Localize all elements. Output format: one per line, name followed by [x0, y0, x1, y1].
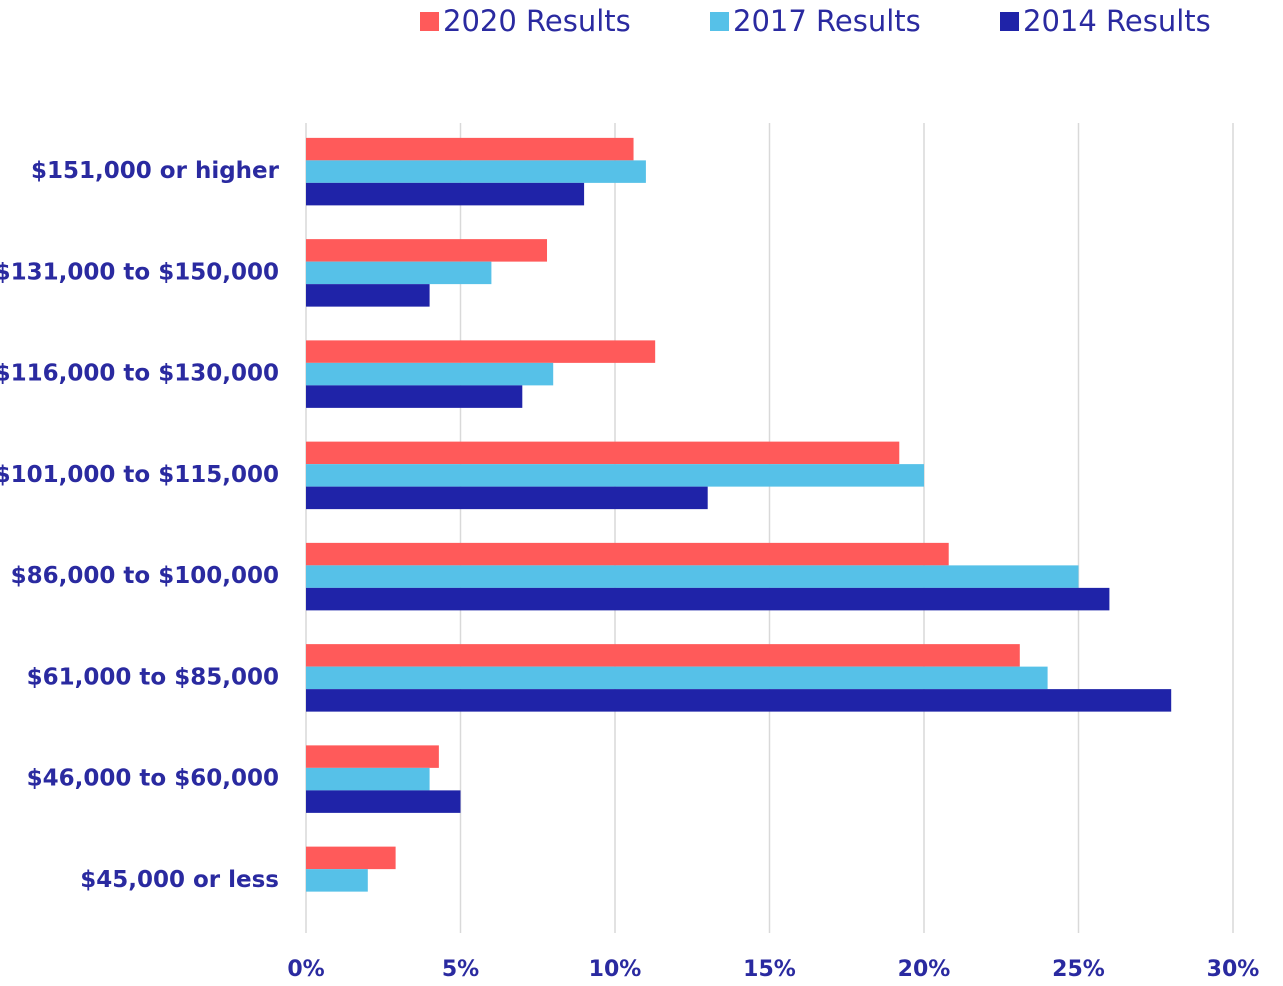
- bar: [306, 284, 430, 307]
- bar: [306, 137, 634, 161]
- legend-label: 2014 Results: [1023, 4, 1211, 38]
- y-tick-label: $46,000 to $60,000: [27, 766, 279, 792]
- legend-swatch: [1000, 12, 1019, 31]
- x-tick-label: 5%: [442, 957, 479, 982]
- y-tick-label: $45,000 or less: [80, 867, 279, 893]
- bar: [306, 182, 585, 206]
- bar: [306, 689, 1172, 712]
- x-tick-label: 15%: [743, 957, 796, 982]
- y-tick-label: $61,000 to $85,000: [27, 664, 279, 690]
- legend-label: 2020 Results: [443, 4, 631, 38]
- bar: [306, 486, 708, 510]
- x-tick-label: 30%: [1207, 957, 1260, 982]
- bar: [306, 385, 523, 408]
- legend-swatch: [420, 12, 439, 31]
- bar: [306, 239, 548, 262]
- x-tick-label: 20%: [898, 957, 951, 982]
- y-tick-label: $86,000 to $100,000: [11, 563, 279, 589]
- bar: [306, 340, 656, 363]
- x-tick-label: 25%: [1052, 957, 1105, 982]
- x-tick-label: 10%: [589, 957, 642, 982]
- y-tick-label: $131,000 to $150,000: [0, 259, 279, 285]
- bar: [306, 565, 1079, 588]
- bar: [306, 261, 492, 285]
- legend-label: 2017 Results: [733, 4, 921, 38]
- bar: [306, 644, 1020, 667]
- bar: [306, 869, 368, 892]
- y-tick-label: $116,000 to $130,000: [0, 361, 279, 387]
- bar: [306, 362, 554, 386]
- bar: [306, 441, 900, 465]
- bar: [306, 666, 1048, 690]
- legend-swatch: [710, 12, 729, 31]
- bar: [306, 767, 430, 791]
- y-tick-label: $101,000 to $115,000: [0, 462, 279, 488]
- bar: [306, 542, 949, 566]
- bar: [306, 846, 396, 870]
- bar: [306, 745, 439, 768]
- x-tick-label: 0%: [287, 957, 324, 982]
- bar: [306, 587, 1110, 611]
- bar: [306, 464, 924, 487]
- bar: [306, 790, 461, 813]
- bar: [306, 160, 646, 183]
- y-tick-label: $151,000 or higher: [31, 158, 280, 184]
